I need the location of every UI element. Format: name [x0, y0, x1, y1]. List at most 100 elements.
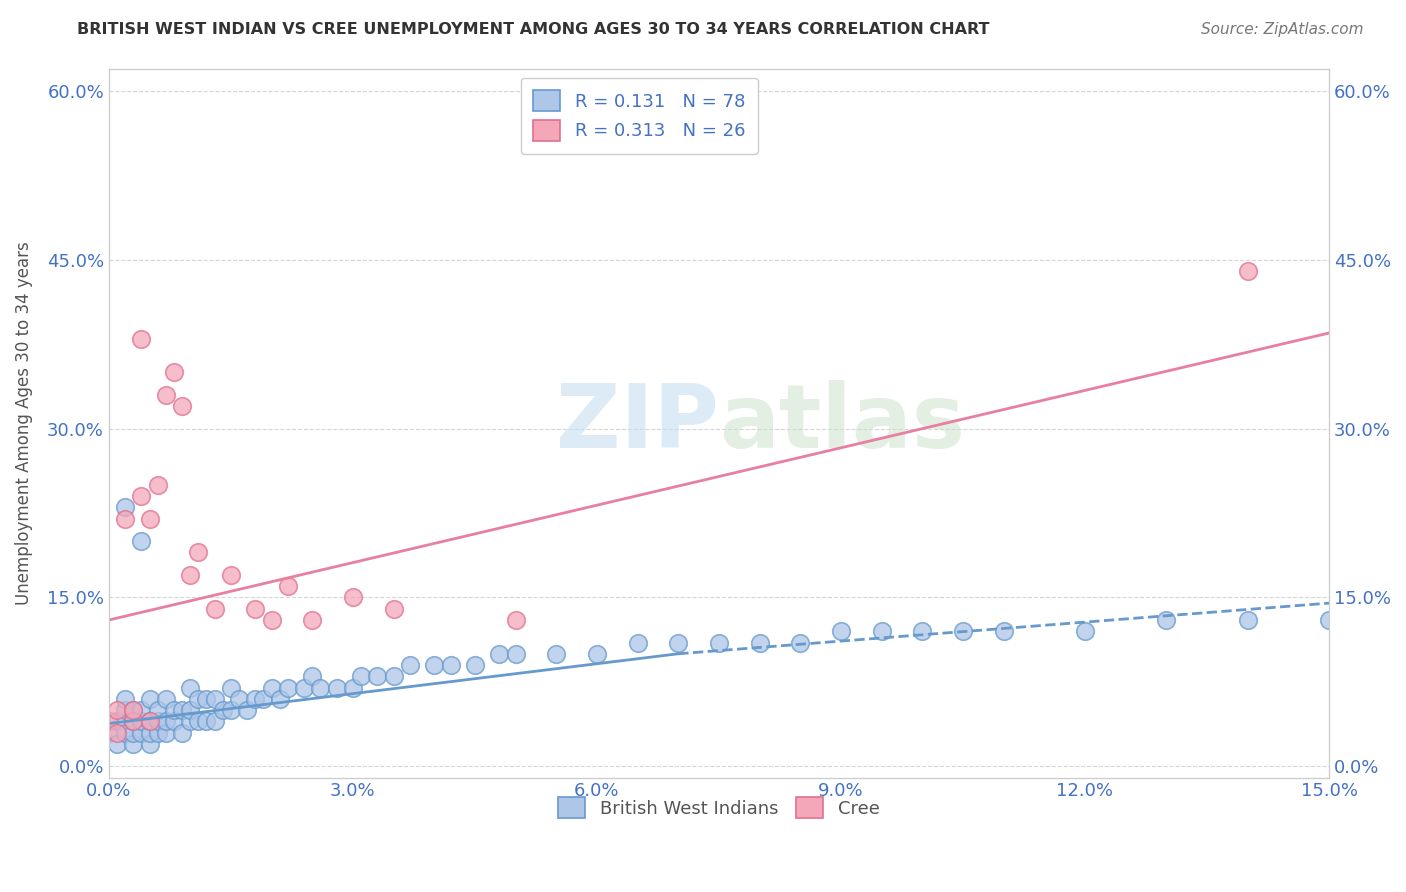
Point: [488, 647, 510, 661]
Point: [252, 691, 274, 706]
Text: BRITISH WEST INDIAN VS CREE UNEMPLOYMENT AMONG AGES 30 TO 34 YEARS CORRELATION C: BRITISH WEST INDIAN VS CREE UNEMPLOYMENT…: [77, 22, 990, 37]
Point: [219, 703, 242, 717]
Point: [172, 703, 194, 717]
Point: [342, 591, 364, 605]
Point: [105, 737, 128, 751]
Point: [228, 691, 250, 706]
Point: [114, 725, 136, 739]
Point: [179, 714, 201, 729]
Point: [187, 545, 209, 559]
Point: [155, 691, 177, 706]
Point: [131, 714, 153, 729]
Point: [1074, 624, 1097, 639]
Point: [219, 568, 242, 582]
Point: [366, 669, 388, 683]
Point: [586, 647, 609, 661]
Point: [187, 714, 209, 729]
Point: [131, 332, 153, 346]
Point: [163, 714, 186, 729]
Point: [163, 365, 186, 379]
Point: [325, 681, 347, 695]
Point: [131, 725, 153, 739]
Point: [666, 635, 689, 649]
Point: [122, 714, 145, 729]
Point: [626, 635, 648, 649]
Point: [146, 714, 169, 729]
Text: ZIP: ZIP: [557, 379, 718, 467]
Point: [131, 489, 153, 503]
Point: [105, 714, 128, 729]
Point: [546, 647, 568, 661]
Point: [122, 737, 145, 751]
Point: [204, 601, 226, 615]
Point: [172, 725, 194, 739]
Point: [1236, 264, 1258, 278]
Point: [97, 714, 120, 729]
Point: [382, 669, 405, 683]
Point: [179, 703, 201, 717]
Point: [1156, 613, 1178, 627]
Point: [789, 635, 811, 649]
Y-axis label: Unemployment Among Ages 30 to 34 years: Unemployment Among Ages 30 to 34 years: [15, 241, 32, 605]
Point: [309, 681, 332, 695]
Legend: British West Indians, Cree: British West Indians, Cree: [551, 790, 887, 825]
Point: [245, 601, 267, 615]
Point: [277, 579, 299, 593]
Point: [122, 703, 145, 717]
Point: [131, 534, 153, 549]
Point: [1317, 613, 1340, 627]
Point: [179, 681, 201, 695]
Point: [952, 624, 974, 639]
Point: [382, 601, 405, 615]
Point: [219, 681, 242, 695]
Point: [830, 624, 852, 639]
Point: [138, 512, 160, 526]
Point: [211, 703, 233, 717]
Point: [993, 624, 1015, 639]
Point: [122, 714, 145, 729]
Point: [138, 725, 160, 739]
Point: [122, 725, 145, 739]
Point: [146, 703, 169, 717]
Point: [114, 703, 136, 717]
Text: Source: ZipAtlas.com: Source: ZipAtlas.com: [1201, 22, 1364, 37]
Point: [155, 725, 177, 739]
Point: [398, 658, 420, 673]
Point: [1236, 613, 1258, 627]
Point: [163, 703, 186, 717]
Point: [204, 691, 226, 706]
Point: [114, 691, 136, 706]
Point: [301, 613, 323, 627]
Point: [423, 658, 446, 673]
Point: [236, 703, 259, 717]
Point: [292, 681, 315, 695]
Point: [748, 635, 770, 649]
Point: [131, 703, 153, 717]
Point: [707, 635, 730, 649]
Point: [146, 478, 169, 492]
Point: [269, 691, 291, 706]
Point: [195, 714, 218, 729]
Point: [301, 669, 323, 683]
Point: [277, 681, 299, 695]
Point: [138, 737, 160, 751]
Point: [195, 691, 218, 706]
Point: [146, 725, 169, 739]
Point: [97, 725, 120, 739]
Point: [105, 725, 128, 739]
Point: [911, 624, 934, 639]
Point: [138, 714, 160, 729]
Point: [505, 613, 527, 627]
Point: [505, 647, 527, 661]
Point: [155, 714, 177, 729]
Point: [870, 624, 893, 639]
Point: [138, 714, 160, 729]
Point: [179, 568, 201, 582]
Point: [204, 714, 226, 729]
Point: [187, 691, 209, 706]
Point: [342, 681, 364, 695]
Point: [122, 703, 145, 717]
Point: [260, 681, 283, 695]
Point: [114, 512, 136, 526]
Point: [245, 691, 267, 706]
